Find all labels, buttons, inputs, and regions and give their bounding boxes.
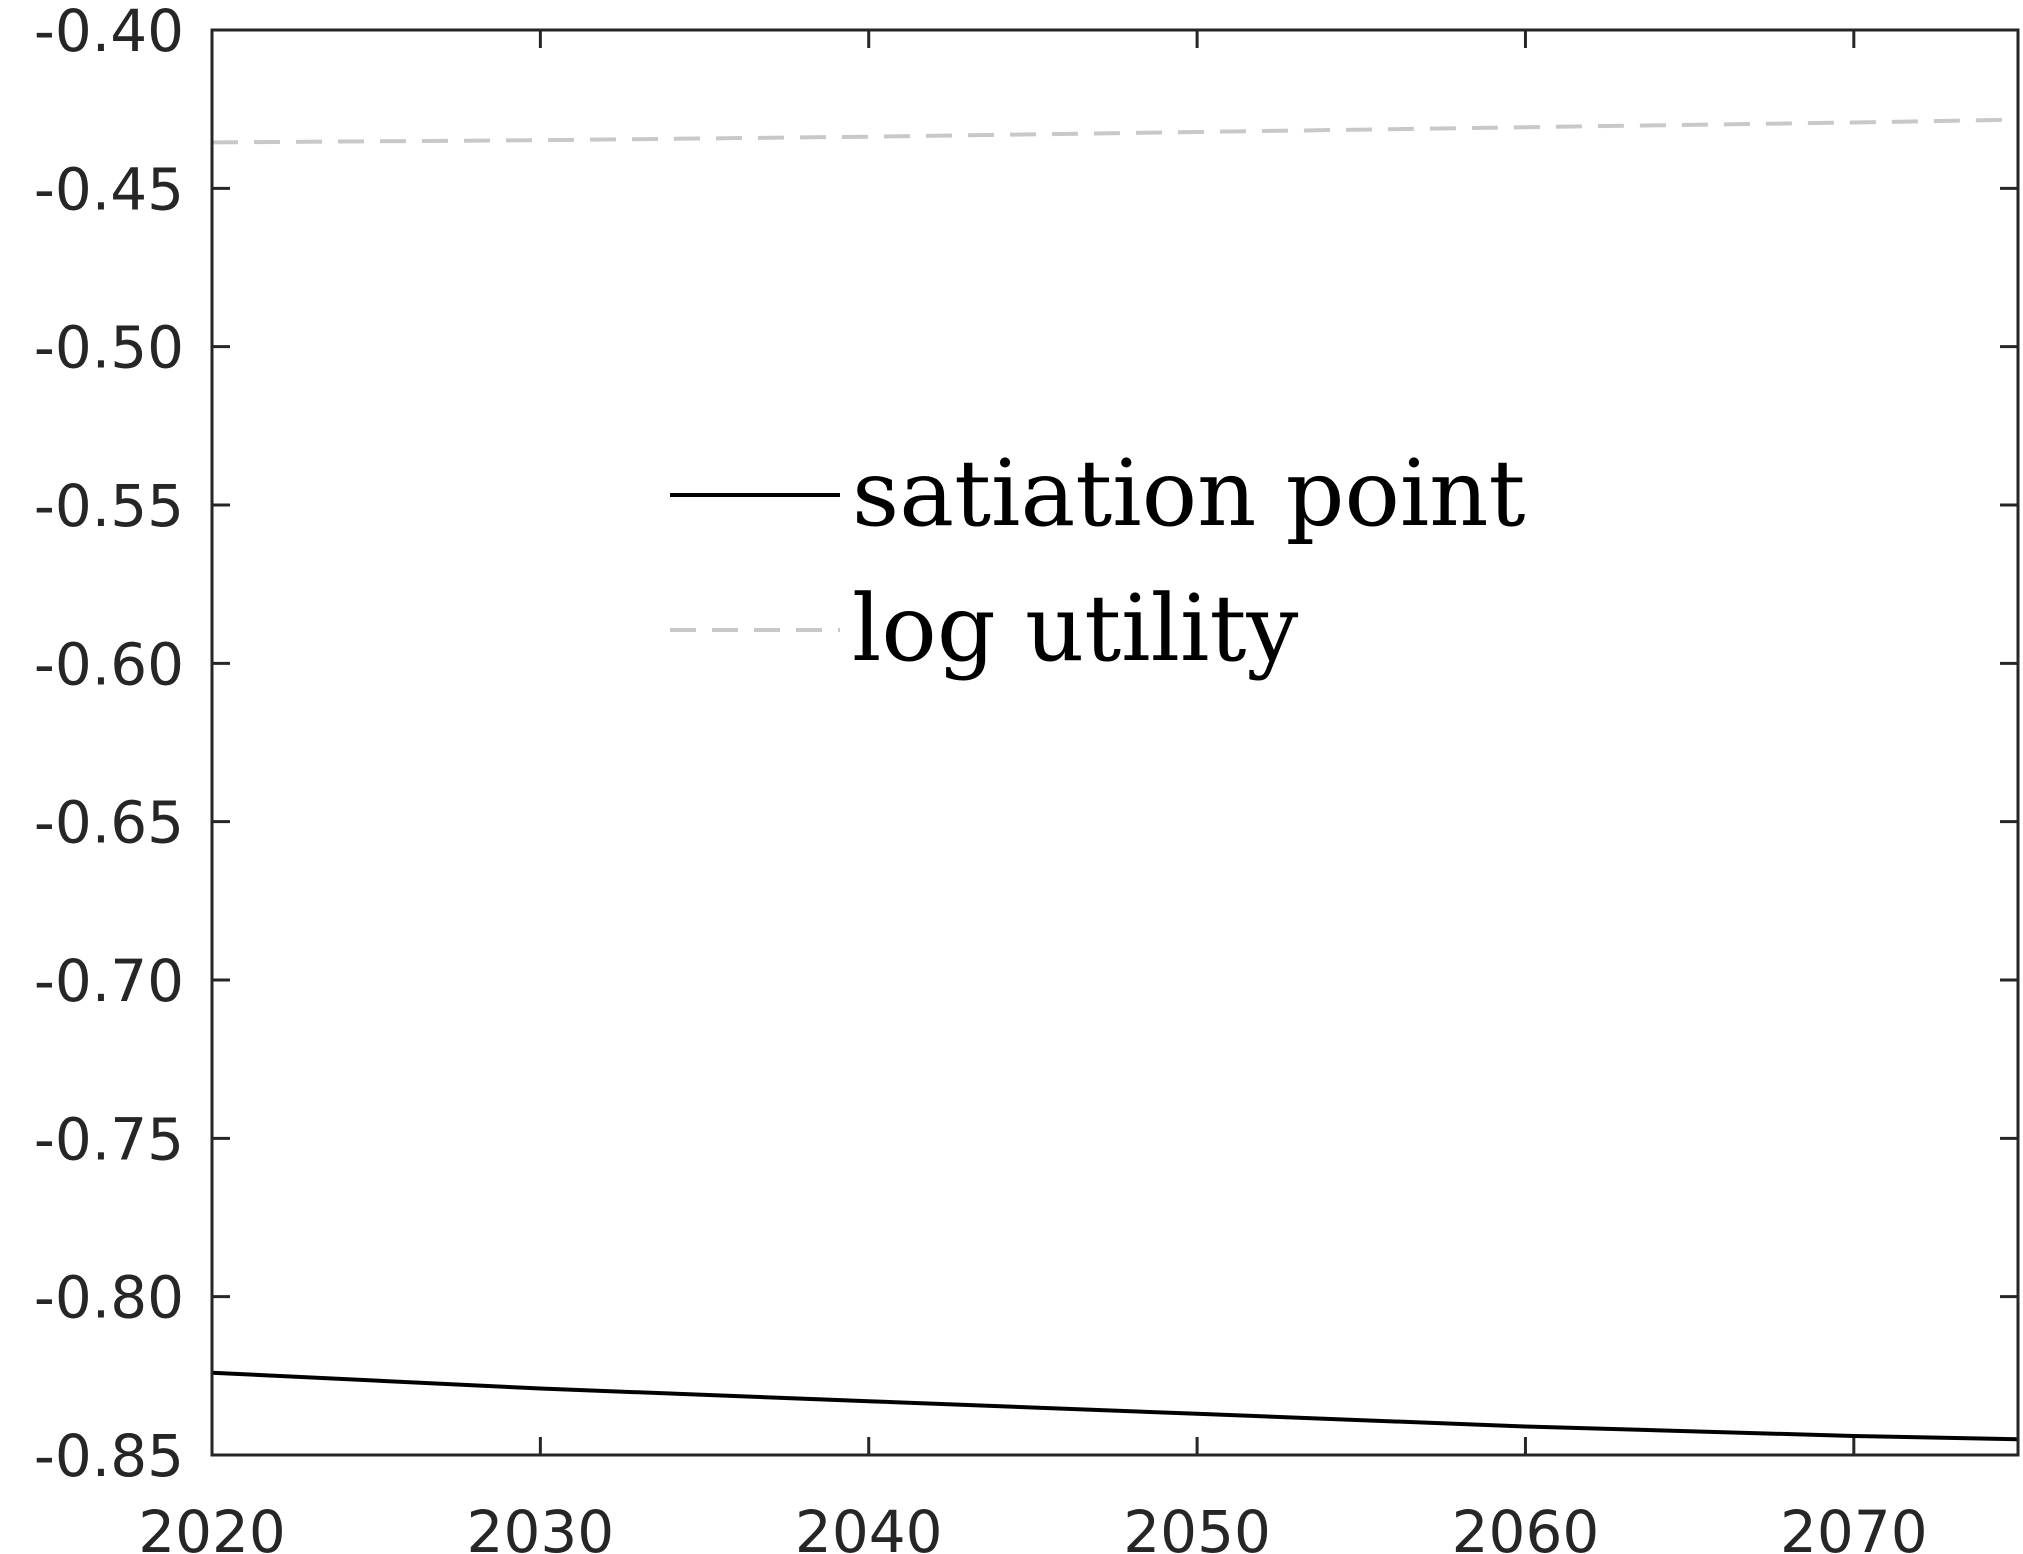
y-tick-label: -0.80 bbox=[34, 1264, 184, 1332]
y-tick-label: -0.45 bbox=[34, 155, 184, 223]
y-tick-label: -0.40 bbox=[34, 0, 184, 65]
x-tick-label: 2070 bbox=[1780, 1498, 1928, 1554]
y-tick-label: -0.65 bbox=[34, 789, 184, 857]
y-tick-label: -0.60 bbox=[34, 630, 184, 698]
y-tick-label: -0.75 bbox=[34, 1105, 184, 1173]
x-tick-label: 2030 bbox=[467, 1498, 615, 1554]
x-tick-label: 2020 bbox=[138, 1498, 286, 1554]
series-layer bbox=[211, 117, 2019, 1442]
y-tick-label: -0.55 bbox=[34, 472, 184, 540]
plot-area-frame bbox=[210, 28, 2020, 1457]
legend-label-satiation-point: satiation point bbox=[852, 440, 1526, 547]
y-tick-label: -0.50 bbox=[34, 314, 184, 382]
y-axis-ticks: -0.40 -0.45 -0.50 -0.55 -0.60 -0.65 -0.70 -0.75… bbox=[34, 0, 2018, 1490]
y-tick-label: -0.85 bbox=[34, 1422, 184, 1490]
x-axis-ticks: 2020 2030 2040 2050 2060 2070 bbox=[138, 30, 1928, 1554]
x-tick-label: 2040 bbox=[795, 1498, 943, 1554]
y-tick-label: -0.70 bbox=[34, 947, 184, 1015]
series-line-satiation-point bbox=[211, 1370, 2019, 1442]
legend: satiation point log utility bbox=[670, 440, 1526, 682]
series-line-log-utility bbox=[211, 117, 2019, 145]
x-tick-label: 2060 bbox=[1452, 1498, 1600, 1554]
legend-label-log-utility: log utility bbox=[852, 575, 1298, 682]
x-tick-label: 2050 bbox=[1123, 1498, 1271, 1554]
